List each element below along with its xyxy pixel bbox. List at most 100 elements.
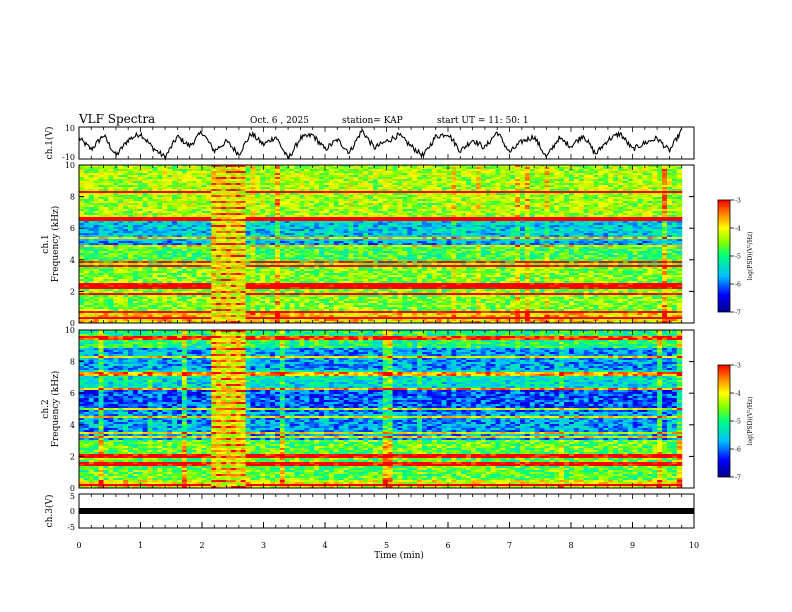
spectrogram-cell — [118, 289, 124, 292]
spectrogram-cell — [255, 213, 261, 216]
spectrogram-cell — [265, 253, 271, 256]
spectrogram-cell — [284, 279, 291, 282]
spectrogram-cell — [79, 277, 85, 280]
spectrogram-cell — [132, 253, 139, 256]
spectrogram-cell — [113, 285, 119, 288]
spectrogram-cell — [289, 197, 296, 200]
spectrogram-cell — [279, 301, 286, 304]
spectrogram-cell — [230, 165, 237, 168]
spectrogram-cell — [245, 293, 251, 296]
spectrogram-cell — [250, 181, 256, 184]
spectrogram-cell — [147, 275, 153, 278]
spectrogram-cell — [304, 211, 310, 214]
spectrogram-cell — [83, 227, 90, 230]
spectrogram-cell — [152, 253, 158, 256]
spectrogram-cell — [132, 241, 139, 244]
spectrogram-cell — [216, 181, 222, 184]
spectrogram-cell — [191, 271, 198, 274]
spectrogram-cell — [137, 205, 144, 208]
spectrogram-cell — [108, 233, 114, 236]
spectrogram-cell — [79, 169, 85, 172]
spectrogram-cell — [230, 315, 237, 318]
spectrogram-cell — [270, 261, 276, 264]
spectrogram-cell — [167, 265, 173, 268]
spectrogram-cell — [211, 213, 217, 216]
spectrogram-cell — [216, 311, 222, 314]
spectrogram-cell — [211, 193, 217, 196]
spectrogram-cell — [177, 225, 183, 228]
spectrogram-cell — [206, 245, 212, 248]
spectrogram-cell — [191, 173, 198, 176]
spectrogram-cell — [162, 273, 168, 276]
spectrogram-cell — [118, 211, 124, 214]
spectrogram-cell — [226, 305, 232, 308]
spectrogram-cell — [118, 279, 124, 282]
spectrogram-cell — [103, 303, 109, 306]
spectrogram-cell — [186, 275, 193, 278]
spectrogram-cell — [201, 231, 207, 234]
spectrogram-cell — [226, 175, 232, 178]
spectrogram-cell — [221, 291, 227, 294]
spectrogram-cell — [88, 315, 95, 318]
spectrogram-cell — [240, 319, 247, 322]
spectrogram-cell — [177, 231, 183, 234]
spectrogram-cell — [221, 187, 227, 190]
spectrogram-cell — [270, 241, 276, 244]
spectrogram-cell — [83, 255, 90, 258]
spectrogram-cell — [98, 199, 104, 202]
spectrogram-cell — [128, 303, 134, 306]
spectrogram-cell — [186, 249, 193, 252]
spectrogram-cell — [226, 275, 232, 278]
spectrogram-cell — [83, 215, 90, 218]
spectrogram-cell — [98, 211, 104, 214]
spectrogram-cell — [284, 317, 291, 320]
spectrogram-cell — [118, 245, 124, 248]
spectrogram-cell — [93, 197, 100, 200]
spectrogram-cell — [123, 195, 129, 198]
spectrogram-cell — [260, 239, 266, 242]
spectrogram-cell — [177, 251, 183, 254]
spectrogram-cell — [79, 275, 85, 278]
spectrogram-cell — [93, 255, 100, 258]
spectrogram-cell — [142, 195, 149, 198]
spectrogram-cell — [279, 191, 286, 194]
spectrogram-cell — [113, 205, 119, 208]
spectrogram-cell — [113, 255, 119, 258]
spectrogram-cell — [240, 197, 247, 200]
spectrogram-cell — [206, 249, 212, 252]
spectrogram-cell — [245, 257, 251, 260]
spectrogram-cell — [250, 321, 256, 324]
spectrogram-cell — [275, 259, 281, 262]
spectrogram-cell — [206, 183, 212, 186]
spectrogram-cell — [181, 193, 188, 196]
spectrogram-cell — [152, 169, 158, 172]
spectrogram-cell — [181, 285, 188, 288]
spectrogram-cell — [265, 279, 271, 282]
spectrogram-cell — [270, 289, 276, 292]
spectrogram-cell — [98, 217, 104, 220]
spectrogram-cell — [132, 199, 139, 202]
spectrogram-cell — [294, 265, 300, 268]
spectrogram-cell — [245, 167, 251, 170]
spectrogram-cell — [226, 223, 232, 226]
spectrogram-cell — [128, 281, 134, 284]
spectrogram-cell — [172, 259, 178, 262]
spectrogram-cell — [270, 201, 276, 204]
spectrogram-cell — [240, 183, 247, 186]
spectrogram-cell — [289, 285, 296, 288]
spectrogram-cell — [162, 301, 168, 304]
spectrogram-cell — [167, 249, 173, 252]
spectrogram-cell — [284, 193, 291, 196]
spectrogram-cell — [260, 183, 266, 186]
spectrogram-cell — [186, 245, 193, 248]
spectrogram-cell — [108, 189, 114, 192]
spectrogram-cell — [157, 193, 163, 196]
spectrogram-cell — [152, 193, 158, 196]
spectrogram-cell — [250, 297, 256, 300]
spectrogram-cell — [201, 239, 207, 242]
spectrogram-cell — [211, 219, 217, 222]
spectrogram-cell — [186, 187, 193, 190]
spectrogram-cell — [137, 295, 144, 298]
spectrogram-cell — [294, 225, 300, 228]
spectrogram-cell — [186, 229, 193, 232]
